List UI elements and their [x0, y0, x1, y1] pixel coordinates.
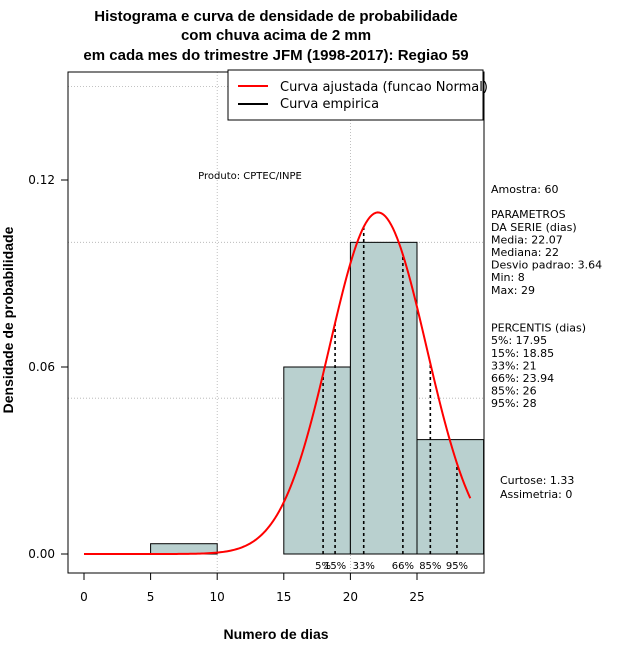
axes-layer: 0 5 10 15 20 25 0.00 0.06 0.12 — [28, 71, 485, 604]
percentile-lines-layer: 5%15% 33% 66% 85% 95% — [315, 226, 468, 572]
percentile-label-3: 66% — [392, 561, 414, 572]
side-extra-line-1: Assimetria: 0 — [500, 488, 572, 501]
side-text-line-7: Min: 8 — [491, 271, 525, 284]
legend-label-normal: Curva ajustada (funcao Normal) — [280, 80, 488, 95]
x-tick-label-3: 15 — [276, 590, 291, 604]
side-text-line-16: 85%: 26 — [491, 385, 537, 398]
x-tick-label-1: 5 — [147, 590, 155, 604]
chart-title-line-1: Histograma e curva de densidade de proba… — [94, 8, 457, 25]
x-tick-label-4: 20 — [343, 590, 358, 604]
y-tick-label-1: 0.06 — [28, 360, 55, 374]
side-text-line-4: Media: 22.07 — [491, 233, 563, 246]
x-tick-label-2: 10 — [210, 590, 225, 604]
side-text-line-3: DA SERIE (dias) — [491, 221, 577, 234]
curve-layer — [84, 211, 472, 555]
legend-label-empirical: Curva empirica — [280, 97, 379, 112]
histogram-bar-2 — [349, 241, 418, 555]
side-text-line-11: PERCENTIS (dias) — [491, 322, 586, 335]
percentile-label-2: 33% — [353, 561, 375, 572]
legend: Curva ajustada (funcao Normal) Curva emp… — [227, 69, 488, 121]
percentile-label-0: 5% — [315, 561, 331, 572]
side-text-line-6: Desvio padrao: 3.64 — [491, 259, 602, 272]
side-extra-line-0: Curtose: 1.33 — [500, 474, 574, 487]
y-tick-label-0: 0.00 — [28, 547, 55, 561]
side-text-line-2: PARAMETROS — [491, 208, 566, 221]
x-tick-label-0: 0 — [80, 590, 88, 604]
side-text-line-5: Mediana: 22 — [491, 246, 559, 259]
percentile-label-4: 85% — [419, 561, 441, 572]
x-tick-label-5: 25 — [409, 590, 424, 604]
normal-fit-curve — [84, 211, 472, 555]
side-text-line-17: 95%: 28 — [491, 397, 537, 410]
x-axis-label: Numero de dias — [223, 626, 328, 642]
side-text-line-14: 33%: 21 — [491, 359, 537, 372]
chart-title-line-2: com chuva acima de 2 mm — [181, 27, 371, 44]
side-text-line-13: 15%: 18.85 — [491, 347, 554, 360]
side-text-line-0: Amostra: 60 — [491, 183, 558, 196]
percentile-label-1: 15% — [324, 561, 346, 572]
chart-title-line-3: em cada mes do trimestre JFM (1998-2017)… — [83, 47, 468, 64]
producer-annotation: Produto: CPTEC/INPE — [198, 171, 302, 182]
y-axis-label: Densidade de probabilidade — [0, 226, 16, 413]
histogram-bar-3 — [416, 439, 485, 555]
side-text-line-15: 66%: 23.94 — [491, 372, 554, 385]
y-tick-label-2: 0.12 — [28, 173, 55, 187]
side-text-line-8: Max: 29 — [491, 284, 535, 297]
percentile-label-5: 95% — [446, 561, 468, 572]
legend-box — [227, 69, 484, 121]
side-text-line-12: 5%: 17.95 — [491, 334, 547, 347]
